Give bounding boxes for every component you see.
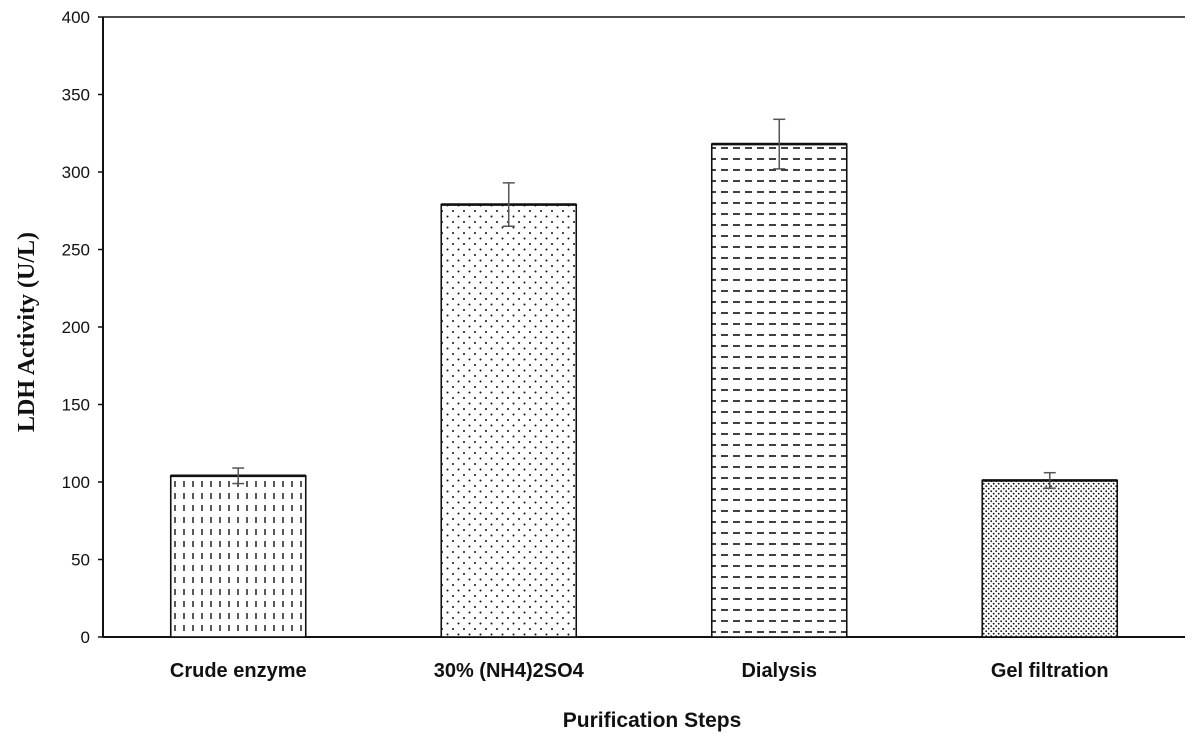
x-axis-title: Purification Steps xyxy=(563,709,742,732)
x-tick-label: Gel filtration xyxy=(991,660,1109,682)
y-tick-label: 350 xyxy=(62,86,90,105)
bar-2 xyxy=(440,203,578,638)
y-tick-label: 200 xyxy=(62,318,90,337)
x-tick-label: Crude enzyme xyxy=(170,660,307,682)
bar-4 xyxy=(981,479,1119,638)
y-tick-label: 300 xyxy=(62,163,90,182)
y-tick-label: 150 xyxy=(62,396,90,415)
y-tick-label: 0 xyxy=(81,628,90,647)
y-axis-ticks: 0 50 100 150 200 250 300 350 400 xyxy=(62,8,103,647)
bar-1 xyxy=(169,474,307,638)
x-tick-label: Dialysis xyxy=(741,660,817,682)
bar-3 xyxy=(710,143,848,638)
y-tick-label: 100 xyxy=(62,473,90,492)
bars xyxy=(169,142,1119,638)
error-bars xyxy=(232,118,1056,489)
y-tick-label: 250 xyxy=(62,241,90,260)
x-axis-labels: Crude enzyme 30% (NH4)2SO4 Dialysis Gel fil… xyxy=(170,660,1109,682)
y-tick-label: 50 xyxy=(71,551,90,570)
x-tick-label: 30% (NH4)2SO4 xyxy=(434,660,585,682)
y-axis-title: LDH Activity (U/L) xyxy=(14,232,40,432)
y-tick-label: 400 xyxy=(62,8,90,27)
